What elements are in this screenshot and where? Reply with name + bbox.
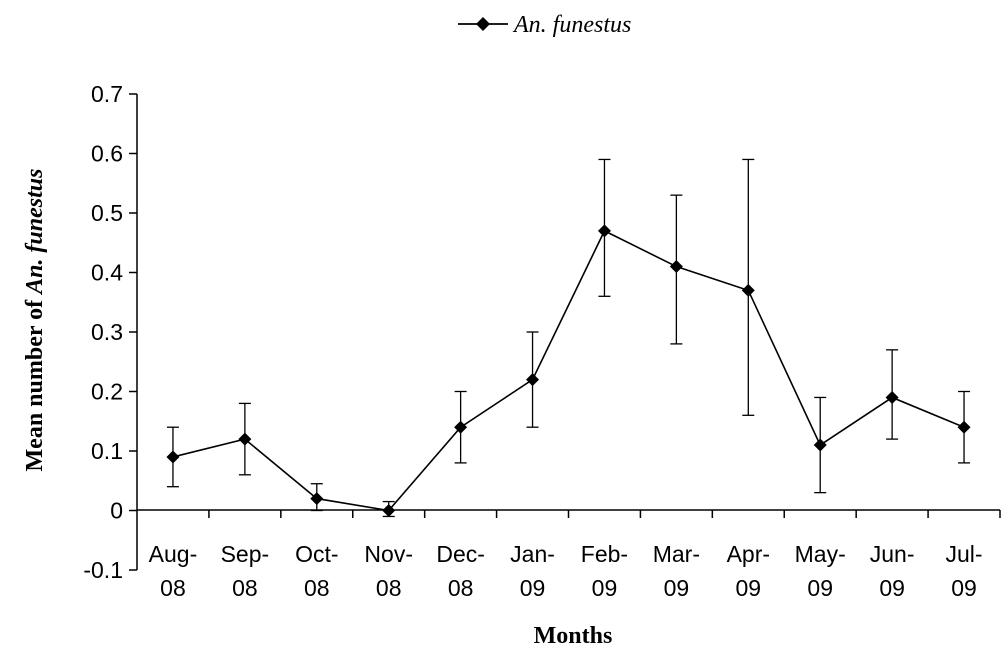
y-tick-label: 0.7 xyxy=(91,81,123,107)
y-axis-title-prefix: Mean number of xyxy=(22,294,48,472)
y-tick-label: 0.4 xyxy=(91,260,123,286)
y-tick-label: 0 xyxy=(110,498,123,524)
data-point xyxy=(526,373,540,387)
tick-labels: -0.1 0 0.1 0.2 0.3 0.4 0.5 0.6 0.7 Aug- 08 Sep- 08 Oc… xyxy=(83,81,982,601)
series-line-group xyxy=(172,229,965,512)
error-bars xyxy=(166,158,971,518)
data-point xyxy=(597,224,611,238)
x-tick-label-bottom: 09 xyxy=(735,575,761,601)
data-point xyxy=(166,450,180,464)
x-tick-label-top: Oct- xyxy=(295,541,338,567)
x-tick-label-bottom: 08 xyxy=(232,575,258,601)
data-point xyxy=(885,390,899,404)
x-tick-label-top: Jun- xyxy=(870,541,915,567)
axes xyxy=(129,93,1001,571)
data-point xyxy=(813,438,827,452)
data-markers xyxy=(166,224,971,517)
x-tick-label-bottom: 09 xyxy=(664,575,690,601)
x-tick-label-bottom: 09 xyxy=(879,575,905,601)
series-line-an-funestus xyxy=(172,229,965,512)
legend-marker xyxy=(476,17,490,31)
x-tick-label-top: Feb- xyxy=(581,541,628,567)
y-axis-title: Mean number of An. funestus xyxy=(22,169,48,472)
x-tick-label-top: Mar- xyxy=(653,541,700,567)
x-tick-label-top: Sep- xyxy=(221,541,270,567)
x-tick-label-bottom: 08 xyxy=(376,575,402,601)
x-tick-label-top: Aug- xyxy=(149,541,198,567)
legend-label: An. funestus xyxy=(512,12,631,38)
data-point xyxy=(238,432,252,446)
data-point xyxy=(310,492,324,506)
x-tick-label-top: Jul- xyxy=(946,541,983,567)
x-tick-label-bottom: 09 xyxy=(520,575,546,601)
data-point xyxy=(741,283,755,297)
data-point xyxy=(957,420,971,434)
x-tick-label-bottom: 09 xyxy=(807,575,833,601)
data-point xyxy=(382,504,396,517)
y-tick-label: 0.1 xyxy=(91,438,123,464)
y-tick-label: 0.3 xyxy=(91,319,123,345)
y-tick-label: 0.2 xyxy=(91,379,123,405)
data-point xyxy=(669,260,683,274)
y-tick-label: 0.6 xyxy=(91,141,123,167)
x-tick-label-bottom: 08 xyxy=(448,575,474,601)
x-tick-label-bottom: 08 xyxy=(304,575,330,601)
x-tick-label-bottom: 09 xyxy=(592,575,618,601)
legend: An. funestus xyxy=(458,12,631,38)
y-axis-title-species: An. funestus xyxy=(22,169,48,296)
x-tick-label-bottom: 09 xyxy=(951,575,977,601)
x-tick-label-top: Apr- xyxy=(727,541,770,567)
x-axis-title: Months xyxy=(534,623,613,649)
x-tick-label-bottom: 08 xyxy=(160,575,186,601)
data-point xyxy=(454,420,468,434)
y-tick-label: 0.5 xyxy=(91,200,123,226)
x-tick-label-top: Jan- xyxy=(510,541,555,567)
x-tick-label-top: Dec- xyxy=(436,541,485,567)
y-tick-label: -0.1 xyxy=(83,557,123,583)
x-tick-label-top: Nov- xyxy=(364,541,413,567)
x-tick-label-top: May- xyxy=(795,541,846,567)
